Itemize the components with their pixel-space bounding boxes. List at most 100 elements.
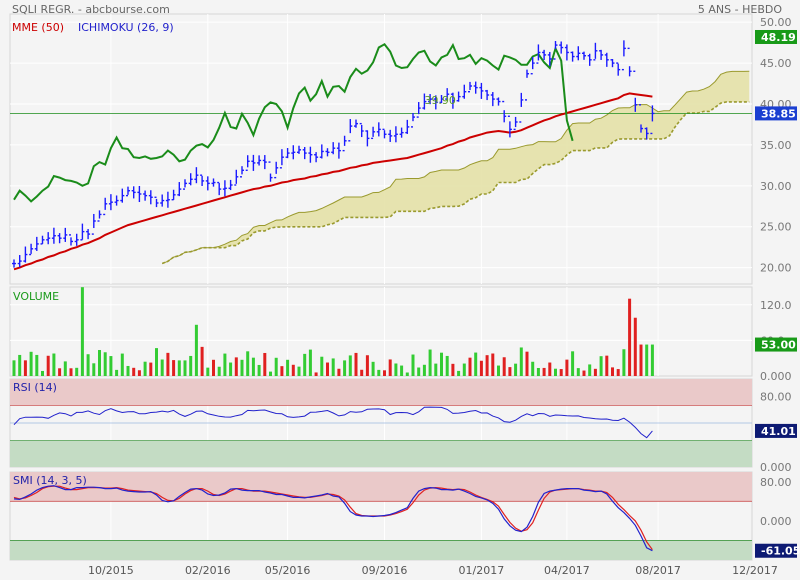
volume-bar (217, 366, 221, 376)
rsi-panel-title: RSI (14) (13, 381, 57, 394)
x-axis-label: 02/2016 (185, 564, 231, 577)
volume-bar (571, 351, 575, 376)
panel-frame-price (9, 13, 753, 285)
volume-badge: 53.00 (761, 339, 796, 352)
price-candle (405, 119, 410, 134)
volume-bar (576, 368, 580, 376)
volume-bar (103, 352, 107, 376)
volume-bar (229, 362, 233, 376)
price-candle (245, 155, 250, 171)
volume-bar (80, 287, 84, 376)
price-candle (559, 41, 564, 54)
volume-bar (548, 362, 552, 376)
price-candle (536, 44, 541, 64)
volume-bar (411, 354, 415, 376)
volume-bar (240, 359, 244, 376)
volume-bar (559, 369, 563, 376)
price-candle (302, 147, 307, 160)
volume-bar (297, 366, 301, 376)
volume-bar (132, 367, 136, 376)
price-candle (411, 113, 415, 128)
volume-bar (223, 353, 227, 376)
price-candle (114, 195, 119, 206)
price-candle (530, 57, 535, 75)
volume-bar (326, 362, 329, 376)
price-candle (103, 197, 108, 216)
price-candle (211, 178, 216, 187)
volume-bar (69, 368, 73, 376)
price-candle (137, 185, 142, 203)
volume-bar (23, 360, 27, 376)
price-candle (587, 53, 592, 66)
price-candle (433, 95, 438, 110)
volume-bar (502, 357, 506, 376)
price-candle (428, 94, 433, 105)
price-badge-high-bg (755, 29, 797, 44)
price-candle (274, 161, 279, 179)
volume-bar (536, 367, 540, 376)
price-candle (251, 154, 256, 171)
volume-panel-title: VOLUME (13, 290, 60, 303)
volume-bar (149, 362, 153, 376)
smi-oversold-zone (10, 540, 752, 560)
price-y-tick: 30.00 (760, 180, 792, 193)
price-candle (160, 194, 165, 207)
price-y-tick: 50.00 (760, 16, 792, 29)
volume-bar (588, 364, 592, 376)
volume-bar (200, 346, 204, 376)
price-y-tick: 45.00 (760, 57, 792, 70)
price-candle (314, 152, 319, 163)
price-candle (154, 196, 159, 208)
price-candle (456, 91, 461, 102)
price-candle (17, 255, 22, 268)
rsi-badge-bg (755, 423, 797, 438)
price-candle (228, 179, 233, 191)
volume-bar (75, 367, 79, 376)
volume-bar (365, 355, 369, 376)
price-candle (126, 186, 130, 197)
price-candle (388, 129, 393, 142)
smi-line (13, 485, 653, 552)
volume-bar (212, 359, 215, 376)
volume-y-tick: 120.0 (760, 299, 792, 312)
price-candle (80, 223, 85, 241)
price-candle (279, 149, 284, 169)
price-candle (439, 95, 444, 104)
price-candle (582, 51, 586, 60)
volume-bar (160, 359, 164, 376)
price-candle (507, 115, 512, 138)
price-candle (336, 142, 341, 159)
price-candle (34, 236, 39, 251)
rsi-oversold-zone (10, 440, 752, 467)
rsi-overbought-zone (10, 379, 752, 406)
volume-bar (354, 352, 358, 376)
volume-bar (29, 351, 33, 376)
price-candle (120, 188, 125, 203)
volume-bar (269, 371, 272, 376)
price-candle (393, 126, 398, 143)
volume-bars (12, 287, 654, 376)
x-axis-label: 09/2016 (362, 564, 408, 577)
smi-badge-bg (755, 543, 797, 558)
price-candle (171, 189, 176, 201)
price-candle (371, 126, 376, 140)
price-candle (148, 190, 153, 205)
price-candle (319, 144, 324, 159)
volume-bar (388, 359, 392, 376)
ichimoku-span-a (162, 70, 750, 264)
price-candle (468, 81, 472, 93)
price-y-tick: 20.00 (760, 262, 792, 275)
volume-bar (428, 349, 432, 376)
price-candle (297, 145, 301, 154)
volume-bar (394, 363, 398, 376)
volume-bar (280, 366, 284, 376)
price-candle (354, 119, 358, 128)
price-candle (473, 81, 478, 94)
volume-bar (565, 359, 569, 376)
ichimoku-legend: ICHIMOKU (26, 9) (78, 21, 174, 34)
price-candle (291, 145, 296, 160)
price-badge-high: 48.19 (761, 31, 796, 44)
volume-bar (52, 353, 56, 376)
price-candle (217, 181, 222, 196)
volume-bar (400, 365, 404, 376)
